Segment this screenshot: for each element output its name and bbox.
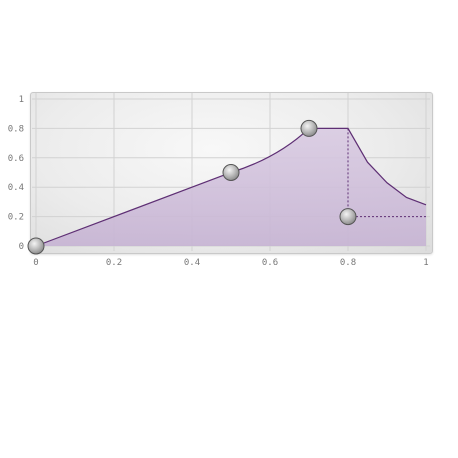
control-point-handle[interactable] xyxy=(339,208,357,226)
envelope-area xyxy=(36,128,426,246)
sustain-guides xyxy=(347,128,426,218)
handle-knob[interactable] xyxy=(300,119,318,137)
x-tick-label: 0 xyxy=(33,258,38,268)
envelope-curve xyxy=(35,127,427,247)
axis-ticks: 1 0.8 0.6 0.4 0.2 00 0.2 0.4 0.6 0.8 1 xyxy=(8,95,429,268)
x-tick-label: 0.8 xyxy=(340,258,356,268)
y-tick-label: 0.8 xyxy=(8,124,24,134)
y-tick-label: 0.2 xyxy=(8,213,24,223)
control-points xyxy=(27,119,357,255)
x-tick-label: 0.2 xyxy=(106,258,122,268)
y-tick-label: 0.4 xyxy=(8,183,24,193)
envelope-line xyxy=(35,127,427,247)
y-tick-label: 0 xyxy=(19,242,24,252)
handle-knob[interactable] xyxy=(339,208,357,226)
envelope-fill xyxy=(36,128,426,246)
handle-knob[interactable] xyxy=(27,237,45,255)
control-point-handle[interactable] xyxy=(222,164,240,181)
control-point-handle[interactable] xyxy=(300,119,318,137)
handle-knob[interactable] xyxy=(222,164,240,181)
x-tick-label: 0.4 xyxy=(184,258,200,268)
y-tick-label: 0.6 xyxy=(8,154,24,164)
x-tick-label: 0.6 xyxy=(262,258,278,268)
y-tick-label: 1 xyxy=(19,95,24,105)
control-point-handle[interactable] xyxy=(27,237,45,255)
x-tick-label: 1 xyxy=(423,258,428,268)
